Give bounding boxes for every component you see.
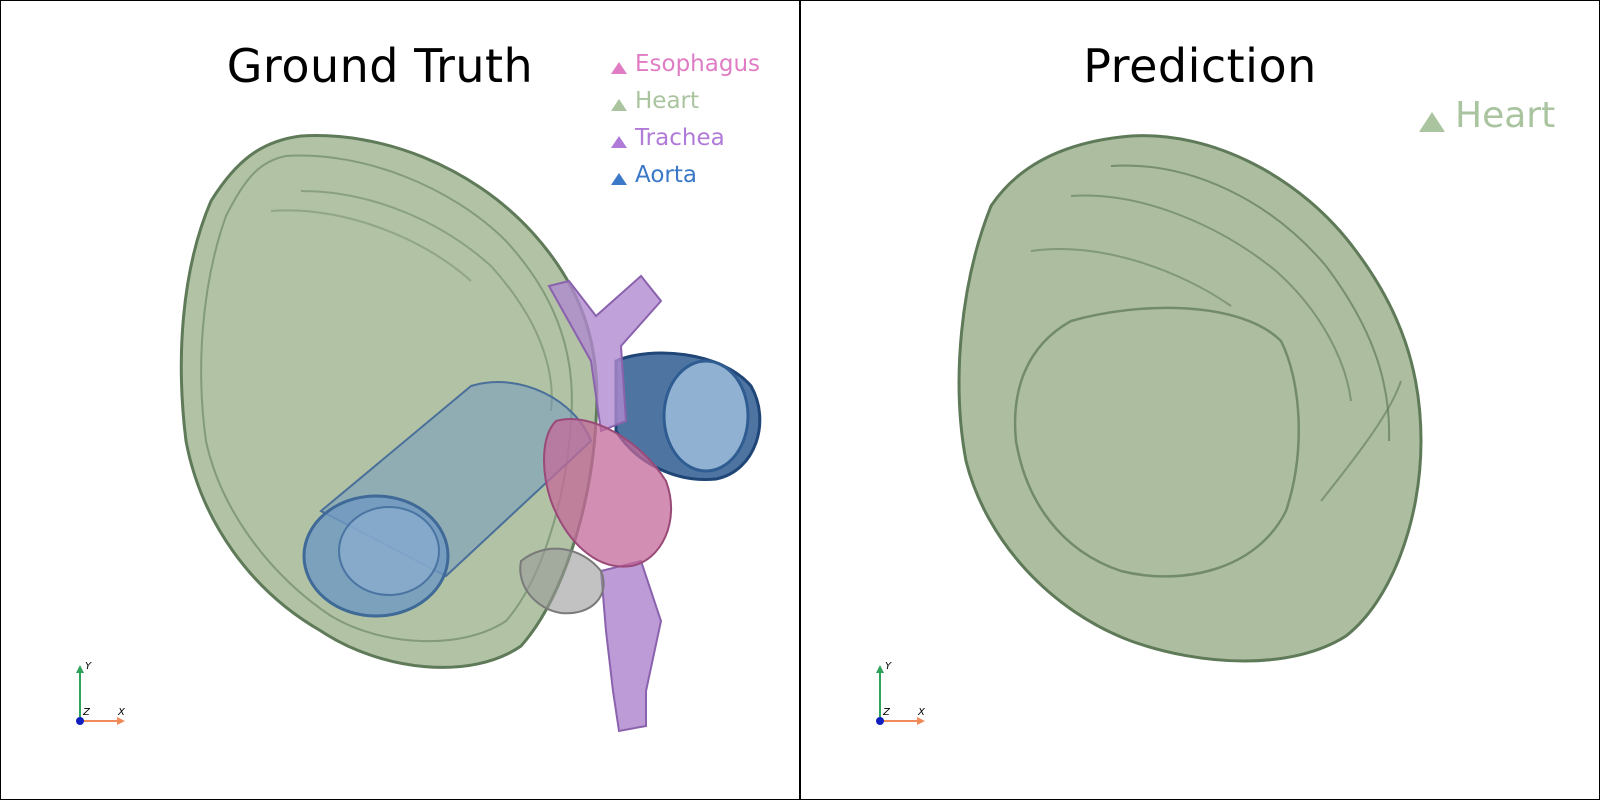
- orientation-axes: Y Z X: [76, 661, 126, 725]
- ground-truth-legend: Esophagus Heart Trachea Aorta: [611, 45, 760, 193]
- triangle-icon: [1419, 111, 1445, 132]
- ground-truth-render: [179, 134, 762, 733]
- legend-label-esophagus: Esophagus: [635, 50, 761, 77]
- legend-item-esophagus: Esophagus: [611, 45, 760, 82]
- ground-truth-panel: Ground Truth Esophagus Heart Trachea Aor…: [0, 0, 800, 800]
- prediction-legend: Heart: [1419, 95, 1556, 136]
- axis-label-x: X: [117, 707, 126, 718]
- esophagus-ground-truth-mesh: [519, 418, 672, 615]
- triangle-icon: [611, 172, 627, 185]
- heart-ground-truth-mesh: [179, 134, 599, 669]
- axis-label-y: Y: [885, 661, 892, 672]
- orientation-axes: Y Z X: [876, 661, 926, 725]
- axis-label-z: Z: [82, 707, 91, 718]
- heart-prediction-mesh: [957, 134, 1423, 663]
- legend-label-heart: Heart: [635, 87, 700, 114]
- legend-item-heart: Heart: [611, 82, 760, 119]
- prediction-render: [957, 134, 1423, 663]
- triangle-icon: [611, 61, 627, 74]
- legend-label-trachea: Trachea: [635, 124, 725, 151]
- axis-label-y: Y: [85, 661, 92, 672]
- prediction-panel: Prediction Heart Y Z X: [800, 0, 1600, 800]
- trachea-ground-truth-mesh: [547, 274, 663, 733]
- prediction-title: Prediction: [1083, 39, 1317, 93]
- legend-label-heart: Heart: [1455, 95, 1556, 136]
- triangle-icon: [611, 135, 627, 148]
- legend-item-aorta: Aorta: [611, 156, 760, 193]
- legend-item-heart: Heart: [1419, 95, 1556, 136]
- triangle-icon: [611, 98, 627, 111]
- axis-label-x: X: [917, 707, 926, 718]
- ground-truth-title: Ground Truth: [226, 39, 534, 93]
- legend-label-aorta: Aorta: [635, 161, 697, 188]
- axis-label-z: Z: [882, 707, 891, 718]
- aorta-ground-truth-mesh: [302, 351, 762, 618]
- legend-item-trachea: Trachea: [611, 119, 760, 156]
